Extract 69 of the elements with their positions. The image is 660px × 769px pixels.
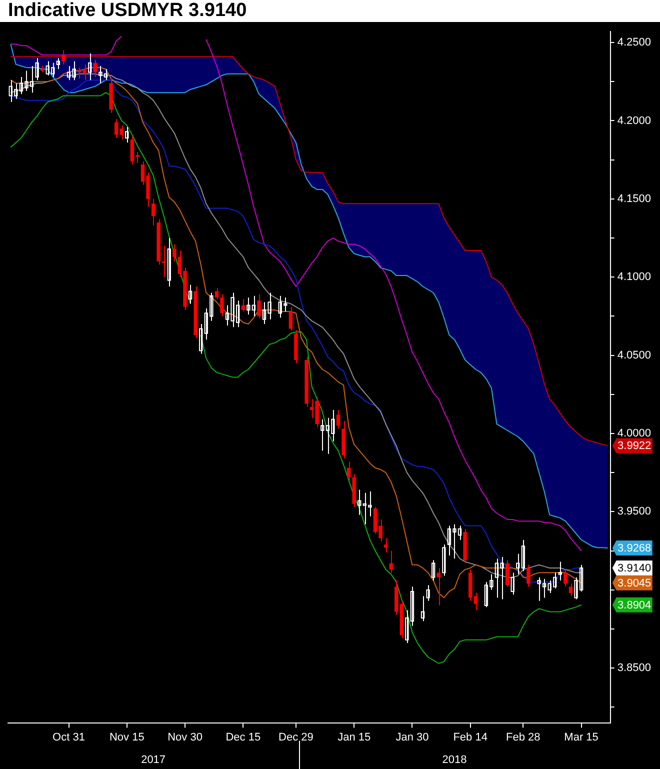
candlestick xyxy=(320,418,324,452)
y-tick-label: 4.0000 xyxy=(617,428,652,440)
candlestick xyxy=(558,561,562,581)
text: 2018 xyxy=(442,754,467,766)
candlestick xyxy=(420,596,425,622)
y-tick-label: 4.2000 xyxy=(617,114,652,127)
candlestick xyxy=(172,244,176,262)
candlestick xyxy=(82,64,86,81)
y-tick-label: 4.1500 xyxy=(617,192,652,205)
candlestick xyxy=(358,489,362,516)
x-tick-label: Dec 15 xyxy=(226,731,261,744)
candlestick xyxy=(505,560,510,588)
y-tick-label: 3.9500 xyxy=(617,506,652,518)
text: 2017 xyxy=(141,754,166,766)
candlestick xyxy=(516,553,520,575)
candlestick xyxy=(564,569,568,588)
candlestick xyxy=(162,245,166,278)
candlestick xyxy=(526,564,530,588)
candlestick xyxy=(56,58,60,70)
candlestick xyxy=(521,539,526,572)
candlestick xyxy=(432,560,436,581)
annotation: 3.9140 xyxy=(618,562,652,575)
candlestick xyxy=(199,324,203,354)
candlestick xyxy=(346,461,351,481)
chart-title: Indicative USDMYR 3.9140 xyxy=(7,0,248,22)
candlestick xyxy=(510,572,514,596)
annotation: 3.8904 xyxy=(618,599,652,612)
candlestick xyxy=(93,59,98,78)
candlestick xyxy=(310,398,314,418)
candlestick xyxy=(257,294,261,318)
candlestick xyxy=(77,67,82,80)
x-tick-label: Nov 30 xyxy=(168,731,202,744)
candlestick xyxy=(125,126,129,144)
candlestick xyxy=(474,592,478,611)
candlestick xyxy=(120,124,124,140)
candlestick xyxy=(384,538,388,553)
y-tick-label: 4.1000 xyxy=(617,271,652,284)
candlestick xyxy=(35,58,39,81)
x-tick-label: Oct 31 xyxy=(52,731,85,744)
candlestick xyxy=(88,52,92,81)
candlestick xyxy=(568,583,573,597)
x-tick-label: Feb 28 xyxy=(506,731,540,744)
candlestick xyxy=(151,198,156,226)
x-tick-label: Jan 15 xyxy=(338,731,371,744)
x-tick-label: Mar 15 xyxy=(564,731,598,744)
candlestick xyxy=(442,544,446,576)
x-tick-label: Dec 29 xyxy=(278,731,314,744)
candlestick xyxy=(188,284,192,304)
candlestick xyxy=(214,288,219,300)
x-tick-label: Feb 14 xyxy=(453,731,488,744)
candlestick xyxy=(220,294,224,317)
y-tick-label: 4.2500 xyxy=(617,36,652,49)
candlestick xyxy=(288,306,293,331)
y-tick-label: 3.8500 xyxy=(617,662,652,674)
candlestick xyxy=(114,118,118,138)
candlestick xyxy=(241,298,245,312)
annotation: 3.9045 xyxy=(618,577,652,590)
x-tick-label: Nov 15 xyxy=(109,731,144,744)
candlestick xyxy=(167,238,172,287)
candlestick xyxy=(315,397,319,428)
candlestick xyxy=(336,410,340,430)
candlestick xyxy=(389,550,393,574)
x-tick-label: Jan 30 xyxy=(396,731,429,744)
annotation: 3.9268 xyxy=(618,542,652,554)
candlestick xyxy=(436,567,440,606)
candlestick xyxy=(62,50,66,65)
candlestick xyxy=(426,584,430,602)
annotation: 3.9922 xyxy=(618,440,652,452)
y-tick-label: 4.0500 xyxy=(617,349,652,362)
